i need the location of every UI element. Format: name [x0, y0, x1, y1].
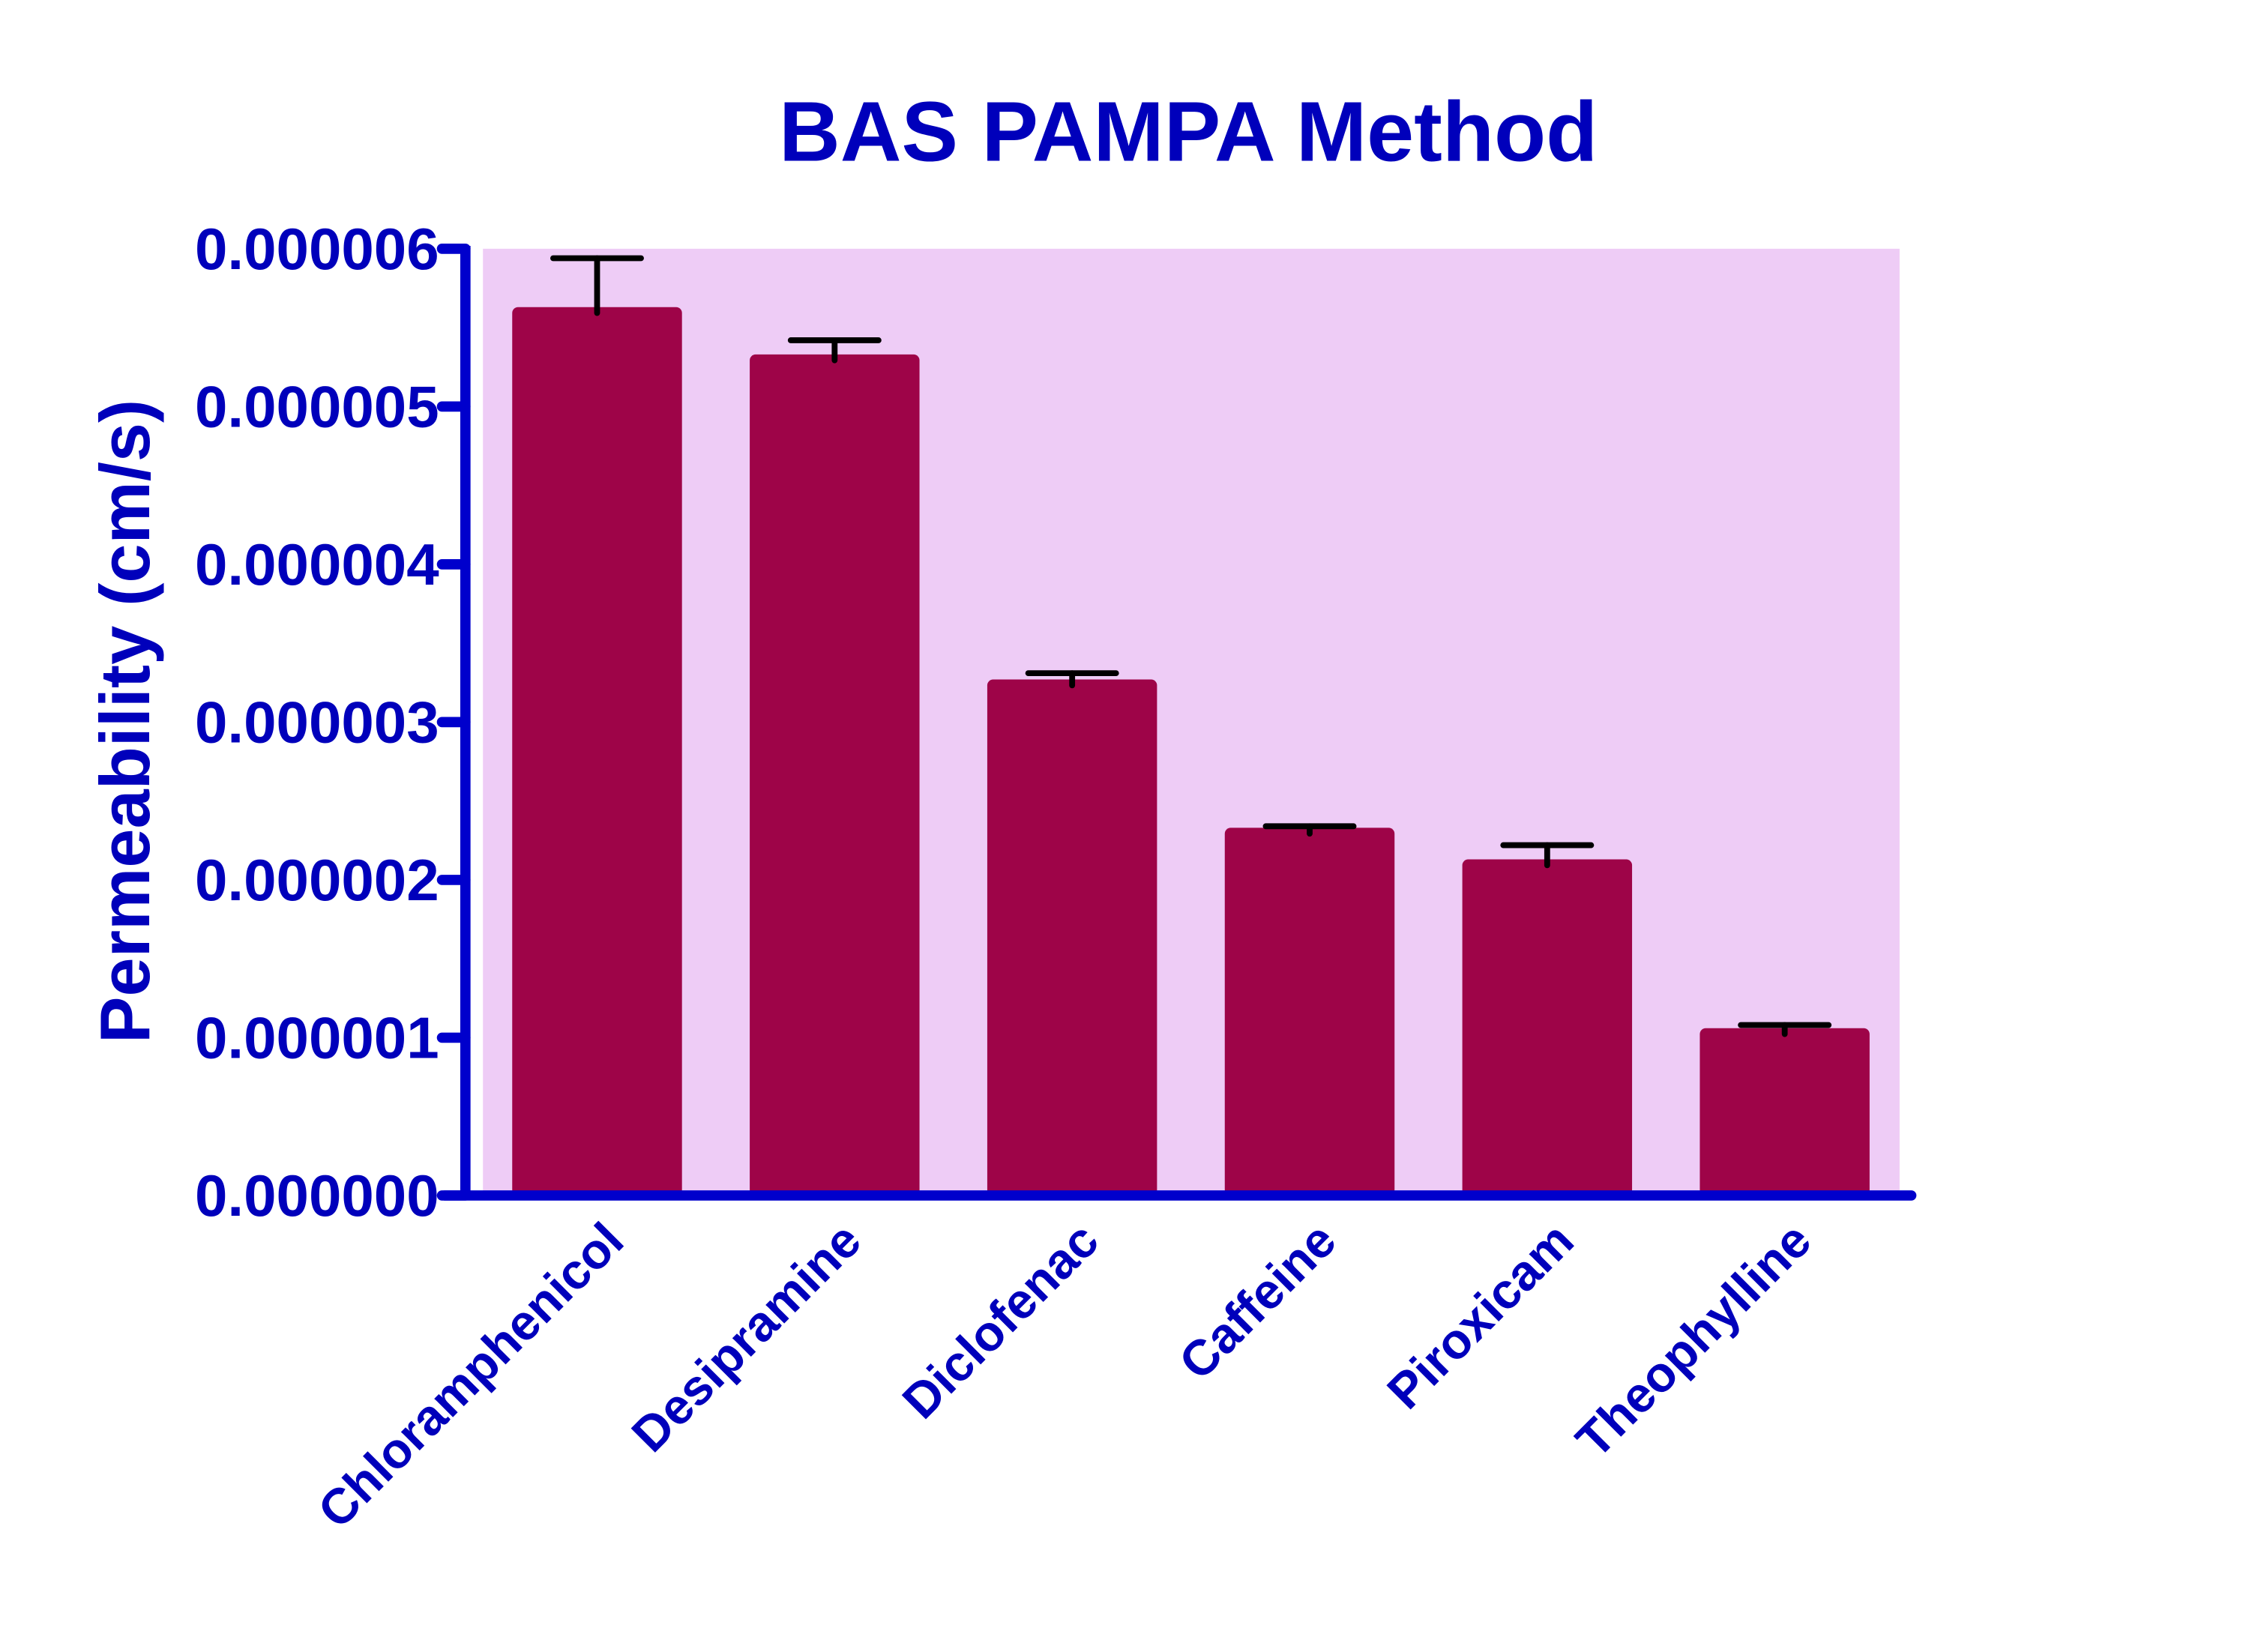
y-tick-label: 0.000003: [195, 690, 439, 756]
error-bar-chloramphenicol: [550, 255, 644, 316]
bar-caffeine: [1224, 827, 1395, 1196]
error-bar-desipramine: [787, 337, 882, 364]
plot-background: [483, 248, 1900, 1196]
x-tick-label: Diclofenac: [892, 1213, 1110, 1430]
x-tick-label: Theophylline: [1566, 1213, 1822, 1469]
y-tick-label: 0.000005: [195, 374, 439, 440]
bar-piroxicam: [1462, 859, 1633, 1196]
y-tick-label: 0.000004: [195, 531, 439, 597]
error-bar-caffeine: [1262, 823, 1357, 837]
chart-title: BAS PAMPA Method: [779, 85, 1598, 179]
error-bar-theophylline: [1738, 1022, 1832, 1037]
bar-theophylline: [1699, 1028, 1870, 1196]
x-tick-label: Desipramine: [621, 1213, 872, 1463]
bar-chloramphenicol: [512, 307, 682, 1196]
bars: [512, 307, 1870, 1196]
x-tick-label: Chloramphenicol: [308, 1213, 635, 1540]
x-tick-label: Piroxicam: [1377, 1213, 1585, 1420]
y-tick-label: 0.000000: [195, 1163, 439, 1229]
y-axis-ticks: 0.000000 0.000001 0.000002 0.000003 0.000004…: [195, 216, 471, 1229]
bar-diclofenac: [987, 679, 1157, 1196]
y-tick-label: 0.000001: [195, 1005, 439, 1071]
error-bars: [550, 255, 1832, 1037]
y-tick-label: 0.000002: [195, 847, 439, 913]
y-tick-label: 0.000006: [195, 216, 439, 282]
bar-desipramine: [750, 354, 920, 1196]
error-bar-piroxicam: [1500, 842, 1595, 869]
error-bar-diclofenac: [1025, 670, 1119, 689]
y-axis-label: Permeability (cm/s): [85, 400, 164, 1043]
x-tick-label: Caffeine: [1169, 1213, 1346, 1390]
